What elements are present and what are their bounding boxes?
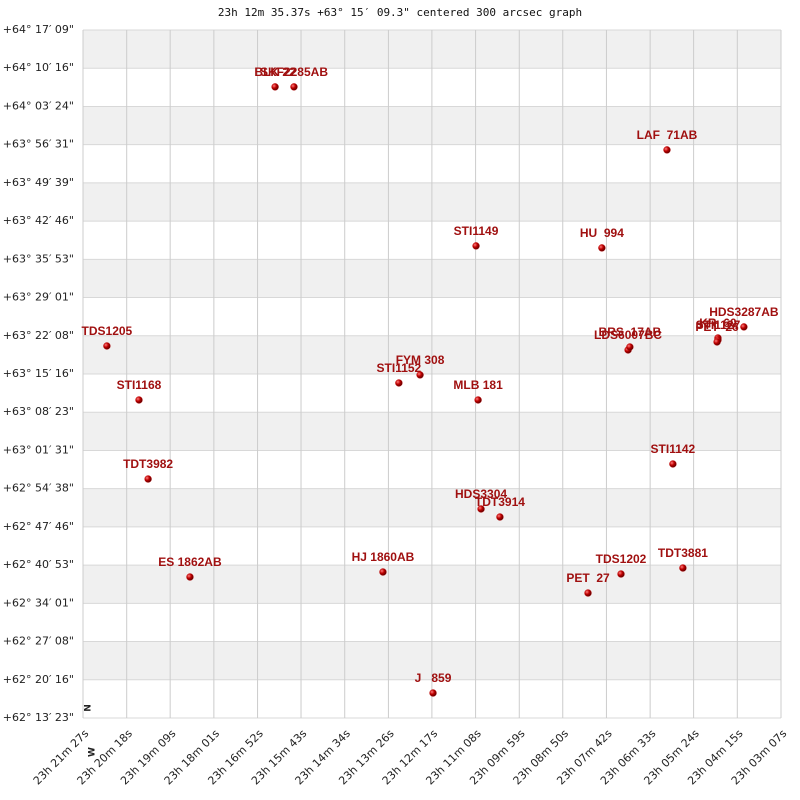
star bbox=[713, 338, 721, 346]
y-tick-label: +62° 20′ 16" bbox=[3, 673, 74, 686]
y-tick-label: +63° 56′ 31" bbox=[3, 138, 74, 151]
star-label: STI1127 bbox=[696, 318, 741, 332]
y-tick-label: +63° 15′ 16" bbox=[3, 367, 74, 380]
y-tick-label: +63° 42′ 46" bbox=[3, 214, 74, 227]
star-label: TDS1205 bbox=[82, 324, 133, 338]
star-label: BLK 22 bbox=[254, 65, 296, 79]
star bbox=[135, 396, 143, 404]
star bbox=[271, 83, 279, 91]
star-label: STI1152 bbox=[377, 361, 422, 375]
star bbox=[679, 564, 687, 572]
star bbox=[740, 323, 748, 331]
star-label: BRS 17AB bbox=[599, 325, 662, 339]
star-label: STI1142 bbox=[651, 442, 696, 456]
star-label: PET 26 bbox=[695, 320, 739, 334]
star bbox=[617, 570, 625, 578]
star-label: HDS3304 bbox=[455, 487, 507, 501]
star bbox=[290, 83, 298, 91]
star-label: HDS3287AB bbox=[709, 305, 779, 319]
star-label: KR 60 bbox=[699, 316, 737, 330]
star bbox=[584, 589, 592, 597]
y-tick-label: +63° 08′ 23" bbox=[3, 405, 74, 418]
star bbox=[496, 513, 504, 521]
y-tick-label: +62° 27′ 08" bbox=[3, 635, 74, 648]
star bbox=[416, 371, 424, 379]
y-tick-label: +63° 29′ 01" bbox=[3, 291, 74, 304]
star bbox=[395, 379, 403, 387]
star bbox=[379, 568, 387, 576]
star-label: HU 994 bbox=[580, 226, 624, 240]
star bbox=[598, 244, 606, 252]
compass-north: N bbox=[84, 704, 94, 712]
y-tick-label: +64° 17′ 09" bbox=[3, 23, 74, 36]
star-label: ES 1862AB bbox=[158, 555, 222, 569]
star-label: STI1149 bbox=[454, 224, 499, 238]
star-label: PET 27 bbox=[566, 571, 610, 585]
chart-title: 23h 12m 35.37s +63° 15′ 09.3" centered 3… bbox=[218, 6, 582, 19]
star bbox=[669, 460, 677, 468]
star-label: LDS6007BC bbox=[594, 328, 662, 342]
star bbox=[474, 396, 482, 404]
star-label: J 859 bbox=[415, 671, 452, 685]
star-label: TDT3881 bbox=[658, 546, 708, 560]
y-tick-label: +62° 34′ 01" bbox=[3, 596, 74, 609]
y-tick-label: +63° 35′ 53" bbox=[3, 252, 74, 265]
star-label: STI1168 bbox=[117, 378, 162, 392]
star bbox=[472, 242, 480, 250]
y-tick-label: +63° 22′ 08" bbox=[3, 329, 74, 342]
star-label: TDT3982 bbox=[123, 457, 173, 471]
star-label: FYM 308 bbox=[396, 353, 445, 367]
y-tick-label: +62° 54′ 38" bbox=[3, 482, 74, 495]
star-label: SKF2285AB bbox=[260, 65, 328, 79]
star-label: TDS1202 bbox=[596, 552, 647, 566]
star bbox=[626, 343, 634, 351]
star bbox=[144, 475, 152, 483]
y-tick-label: +62° 47′ 46" bbox=[3, 520, 74, 533]
y-tick-label: +64° 03′ 24" bbox=[3, 99, 74, 112]
y-tick-label: +63° 49′ 39" bbox=[3, 176, 74, 189]
star bbox=[477, 505, 485, 513]
star-label: HJ 1860AB bbox=[352, 550, 415, 564]
star bbox=[429, 689, 437, 697]
y-tick-label: +62° 40′ 53" bbox=[3, 558, 74, 571]
y-tick-label: +63° 01′ 31" bbox=[3, 443, 74, 456]
y-tick-label: +64° 10′ 16" bbox=[3, 61, 74, 74]
star-label: LAF 71AB bbox=[637, 128, 698, 142]
compass-west: W bbox=[88, 747, 98, 757]
star bbox=[186, 573, 194, 581]
star-label: MLB 181 bbox=[453, 378, 503, 392]
star bbox=[103, 342, 111, 350]
y-tick-label: +62° 13′ 23" bbox=[3, 711, 74, 724]
star bbox=[663, 146, 671, 154]
star-label: TDT3914 bbox=[475, 495, 525, 509]
